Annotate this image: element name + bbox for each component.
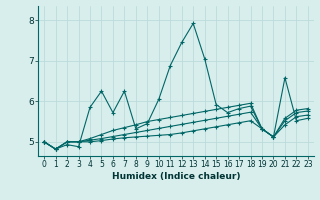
X-axis label: Humidex (Indice chaleur): Humidex (Indice chaleur) [112, 172, 240, 181]
